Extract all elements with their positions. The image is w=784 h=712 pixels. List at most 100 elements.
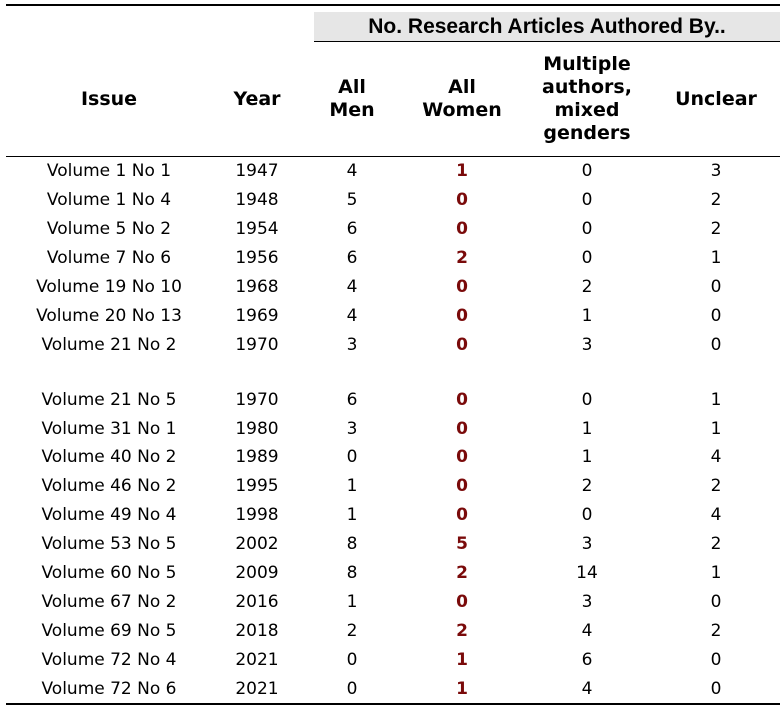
table-row: Volume 72 No 4 2021 0 1 6 0 bbox=[6, 645, 780, 674]
bottom-rule bbox=[6, 703, 780, 705]
cell-mixed: 2 bbox=[581, 476, 593, 497]
cell-women: 5 bbox=[456, 534, 468, 555]
cell-issue: Volume 69 No 5 bbox=[41, 620, 177, 641]
table-row: Volume 46 No 2 1995 1 0 2 2 bbox=[6, 472, 780, 501]
cell-mixed: 0 bbox=[581, 248, 593, 269]
cell-unclear: 2 bbox=[710, 190, 722, 211]
cell-year: 1947 bbox=[235, 161, 279, 182]
cell-unclear: 0 bbox=[710, 649, 722, 670]
cell-unclear: 1 bbox=[710, 563, 722, 584]
cell-men: 0 bbox=[346, 678, 358, 699]
cell-year: 2009 bbox=[235, 563, 279, 584]
table-row: Volume 67 No 2 2016 1 0 3 0 bbox=[6, 587, 780, 616]
group-header-rule bbox=[314, 41, 780, 42]
cell-year: 1998 bbox=[235, 505, 279, 526]
cell-men: 0 bbox=[346, 649, 358, 670]
table-row: Volume 5 No 2 1954 6 0 0 2 bbox=[6, 215, 780, 244]
cell-issue: Volume 20 No 13 bbox=[36, 305, 182, 326]
cell-year: 2021 bbox=[235, 678, 279, 699]
cell-issue: Volume 46 No 2 bbox=[41, 476, 177, 497]
cell-issue: Volume 7 No 6 bbox=[46, 248, 172, 269]
table-row: Volume 1 No 1 1947 4 1 0 3 bbox=[6, 157, 780, 186]
cell-men: 5 bbox=[346, 190, 358, 211]
table-row: Volume 69 No 5 2018 2 2 4 2 bbox=[6, 616, 780, 645]
cell-issue: Volume 40 No 2 bbox=[41, 447, 177, 468]
table-row: Volume 1 No 4 1948 5 0 0 2 bbox=[6, 186, 780, 215]
cell-women: 0 bbox=[456, 219, 468, 240]
cell-issue: Volume 72 No 6 bbox=[41, 678, 177, 699]
cell-issue: Volume 53 No 5 bbox=[41, 534, 177, 555]
cell-women: 1 bbox=[456, 161, 468, 182]
cell-issue: Volume 1 No 1 bbox=[46, 161, 172, 182]
group-header: No. Research Articles Authored By.. bbox=[314, 12, 780, 41]
cell-year: 1968 bbox=[235, 277, 279, 297]
cell-unclear: 2 bbox=[710, 534, 722, 555]
cell-men: 6 bbox=[346, 248, 358, 269]
cell-mixed: 4 bbox=[581, 620, 593, 641]
cell-unclear: 3 bbox=[710, 161, 722, 182]
col-header-women-line1: All bbox=[448, 76, 476, 98]
col-header-women-line2: Women bbox=[422, 99, 502, 121]
cell-unclear: 4 bbox=[710, 447, 722, 468]
cell-women: 0 bbox=[456, 591, 468, 612]
header-row: Issue Year All Men All Women Multiple au… bbox=[6, 42, 780, 157]
cell-men: 6 bbox=[346, 219, 358, 240]
cell-issue: Volume 49 No 4 bbox=[41, 505, 177, 526]
cell-men: 1 bbox=[346, 591, 358, 612]
cell-unclear: 4 bbox=[710, 505, 722, 526]
table-row: Volume 7 No 6 1956 6 2 0 1 bbox=[6, 244, 780, 273]
cell-unclear: 1 bbox=[710, 418, 722, 439]
table-row: Volume 31 No 1 1980 3 0 1 1 bbox=[6, 414, 780, 443]
col-header-issue: Issue bbox=[80, 87, 138, 110]
cell-mixed: 2 bbox=[581, 277, 593, 297]
cell-men: 2 bbox=[346, 620, 358, 641]
cell-unclear: 1 bbox=[710, 389, 722, 410]
cell-mixed: 0 bbox=[581, 161, 593, 182]
cell-men: 3 bbox=[346, 418, 358, 439]
cell-men: 4 bbox=[346, 277, 358, 297]
cell-year: 2002 bbox=[235, 534, 279, 555]
cell-mixed: 0 bbox=[581, 190, 593, 211]
cell-men: 3 bbox=[346, 334, 358, 355]
cell-year: 1989 bbox=[235, 447, 279, 468]
col-header-men-line1: All bbox=[338, 76, 366, 98]
cell-issue: Volume 60 No 5 bbox=[41, 563, 177, 584]
cell-mixed: 0 bbox=[581, 219, 593, 240]
cell-unclear: 1 bbox=[710, 248, 722, 269]
table-row: Volume 19 No 10 1968 4 0 2 0 bbox=[6, 273, 780, 302]
cell-mixed: 0 bbox=[581, 389, 593, 410]
cell-men: 6 bbox=[346, 389, 358, 410]
cell-women: 0 bbox=[456, 447, 468, 468]
cell-women: 2 bbox=[456, 563, 468, 584]
cell-year: 1956 bbox=[235, 248, 279, 269]
cell-issue: Volume 67 No 2 bbox=[41, 591, 177, 612]
table-body: Volume 1 No 1 1947 4 1 0 3 Volume 1 No 4 1948 5 0… bbox=[6, 157, 780, 704]
col-header-year: Year bbox=[233, 87, 281, 110]
cell-women: 0 bbox=[456, 334, 468, 355]
cell-men: 4 bbox=[346, 161, 358, 182]
cell-mixed: 4 bbox=[581, 678, 593, 699]
cell-mixed: 3 bbox=[581, 334, 593, 355]
cell-issue: Volume 21 No 5 bbox=[41, 389, 177, 410]
cell-women: 0 bbox=[456, 476, 468, 497]
cell-men: 1 bbox=[346, 505, 358, 526]
cell-year: 1970 bbox=[235, 334, 279, 355]
cell-women: 2 bbox=[456, 620, 468, 641]
cell-year: 2021 bbox=[235, 649, 279, 670]
table-row: Volume 60 No 5 2009 8 2 14 1 bbox=[6, 559, 780, 588]
cell-men: 1 bbox=[346, 476, 358, 497]
cell-year: 1954 bbox=[235, 219, 279, 240]
cell-year: 1980 bbox=[235, 418, 279, 439]
cell-year: 1969 bbox=[235, 305, 279, 326]
cell-year: 2016 bbox=[235, 591, 279, 612]
cell-women: 0 bbox=[456, 305, 468, 326]
cell-unclear: 2 bbox=[710, 476, 722, 497]
spacer-cell bbox=[6, 359, 780, 385]
cell-year: 1948 bbox=[235, 190, 279, 211]
cell-year: 1970 bbox=[235, 389, 279, 410]
col-header-mixed-line4: genders bbox=[543, 122, 631, 144]
col-header-unclear: Unclear bbox=[675, 87, 757, 110]
cell-unclear: 0 bbox=[710, 591, 722, 612]
table-row: Volume 40 No 2 1989 0 0 1 4 bbox=[6, 443, 780, 472]
cell-mixed: 1 bbox=[581, 447, 593, 468]
